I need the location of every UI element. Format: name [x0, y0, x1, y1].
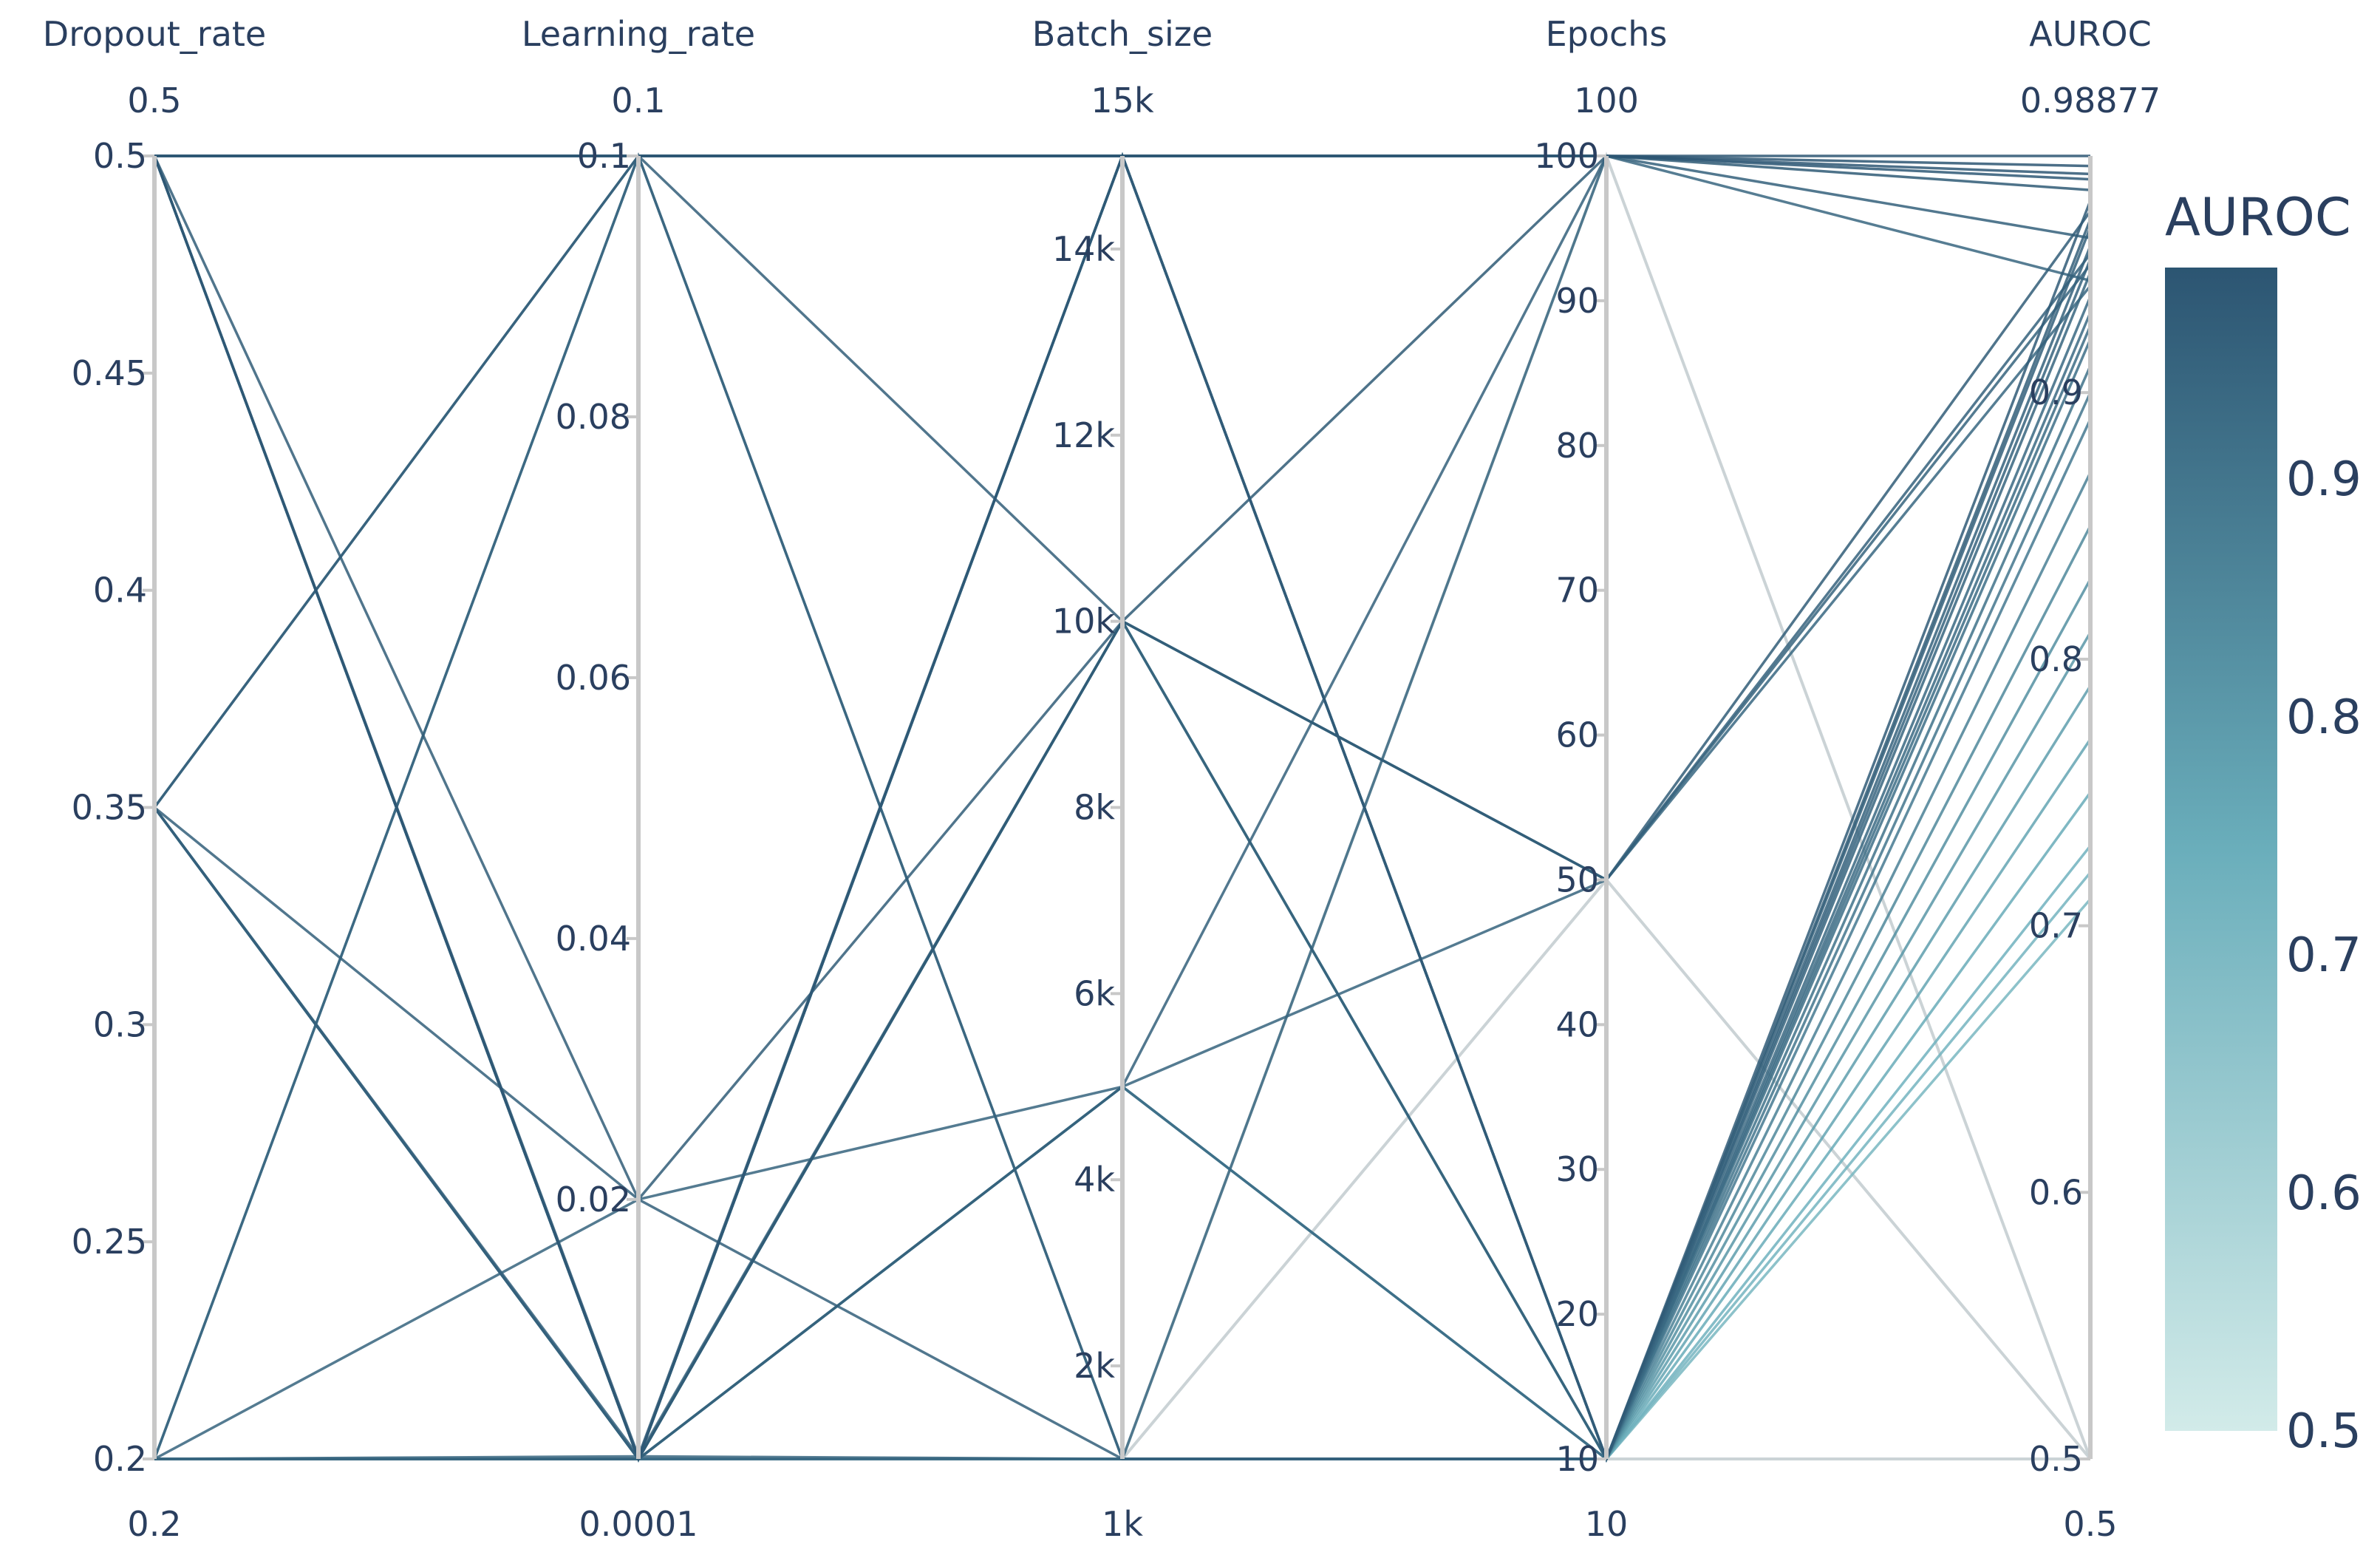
axis-tick-label: 6k: [1074, 973, 1115, 1013]
axis-tick-label: 0.35: [72, 788, 147, 828]
axis-min-label: 0.2: [127, 1504, 181, 1544]
axis-tick-label: 0.06: [556, 658, 631, 698]
colorbar-tick-label: 0.6: [2286, 1166, 2362, 1221]
axis-title: Dropout_rate: [43, 14, 266, 54]
axes-layer: Dropout_rate 0.5 0.2 0.2 0.25 0.3 0.35 0.4 0.45 0…: [43, 14, 2161, 1544]
axis-tick-label: 0.45: [72, 353, 147, 393]
axis-tick-label: 8k: [1074, 788, 1115, 828]
axis-max-label: 100: [1574, 81, 1639, 120]
colorbar-tick-label: 0.7: [2286, 928, 2362, 983]
axis-tick-label: 100: [1534, 136, 1599, 176]
axis-dropout_rate[interactable]: Dropout_rate 0.5 0.2 0.2 0.25 0.3 0.35 0.4 0.45 0…: [43, 14, 266, 1544]
axis-min-label: 10: [1585, 1504, 1629, 1544]
axis-tick-label: 4k: [1074, 1160, 1115, 1200]
axis-min-label: 0.0001: [579, 1504, 698, 1544]
axis-batch_size[interactable]: Batch_size 15k 1k 2k 4k 6k 8k 10k 12k 14k: [1032, 14, 1213, 1544]
axis-tick-label: 20: [1555, 1294, 1599, 1334]
axis-tick-label: 40: [1555, 1004, 1599, 1044]
axis-tick-label: 10k: [1052, 602, 1116, 642]
axis-tick-label: 0.7: [2029, 906, 2083, 946]
axis-max-label: 15k: [1091, 81, 1154, 120]
axis-tick-label: 10: [1555, 1439, 1599, 1479]
axis-tick-label: 0.5: [2029, 1439, 2083, 1479]
axis-tick-label: 0.25: [72, 1222, 147, 1262]
colorbar-ticks: 0.5 0.6 0.7 0.8 0.9: [2286, 452, 2362, 1459]
axis-title: Epochs: [1546, 14, 1668, 54]
axis-tick-label: 0.6: [2029, 1172, 2083, 1212]
colorbar-gradient: [2165, 268, 2277, 1431]
axis-max-label: 0.5: [127, 81, 181, 120]
axis-max-label: 0.1: [611, 81, 665, 120]
axis-tick-label: 0.08: [556, 397, 631, 437]
axis-min-label: 0.5: [2063, 1504, 2117, 1544]
axis-tick-label: 12k: [1052, 415, 1116, 455]
axis-tick-label: 30: [1555, 1149, 1599, 1189]
axis-tick-label: 0.2: [93, 1439, 147, 1479]
axis-tick-label: 14k: [1052, 229, 1116, 269]
axis-epochs[interactable]: Epochs 100 10 10 20 30 40 50 60 70 80 90 100: [1534, 14, 1667, 1544]
colorbar-title: AUROC: [2165, 187, 2351, 248]
axis-tick-label: 0.3: [93, 1004, 147, 1044]
colorbar: AUROC 0.5 0.6 0.7 0.8 0.9: [2165, 187, 2362, 1459]
axis-tick-label: 70: [1555, 571, 1599, 610]
axis-tick-label: 2k: [1074, 1346, 1115, 1386]
axis-max-label: 0.98877: [2020, 81, 2161, 120]
axis-tick-label: 80: [1555, 426, 1599, 466]
colorbar-tick-label: 0.8: [2286, 690, 2362, 745]
axis-min-label: 1k: [1102, 1504, 1143, 1544]
axis-auroc[interactable]: AUROC 0.98877 0.5 0.5 0.6 0.7 0.8 0.9: [2020, 14, 2161, 1544]
axis-tick-label: 0.5: [93, 136, 147, 176]
axis-tick-label: 50: [1555, 860, 1599, 899]
axis-tick-label: 0.1: [577, 136, 631, 176]
axis-tick-label: 0.4: [93, 571, 147, 610]
axis-title: Learning_rate: [522, 14, 755, 54]
axis-title: Batch_size: [1032, 14, 1213, 54]
axis-tick-label: 0.9: [2029, 373, 2083, 412]
axis-tick-label: 90: [1555, 281, 1599, 321]
axis-tick-label: 0.8: [2029, 639, 2083, 679]
axis-learning_rate[interactable]: Learning_rate 0.1 0.0001 0.02 0.04 0.06 0.08 0.…: [522, 14, 755, 1544]
colorbar-tick-label: 0.9: [2286, 452, 2362, 507]
axis-title: AUROC: [2029, 14, 2151, 54]
axis-tick-label: 0.02: [556, 1180, 631, 1219]
axis-tick-label: 60: [1555, 715, 1599, 755]
colorbar-tick-label: 0.5: [2286, 1404, 2362, 1459]
axis-tick-label: 0.04: [556, 919, 631, 959]
